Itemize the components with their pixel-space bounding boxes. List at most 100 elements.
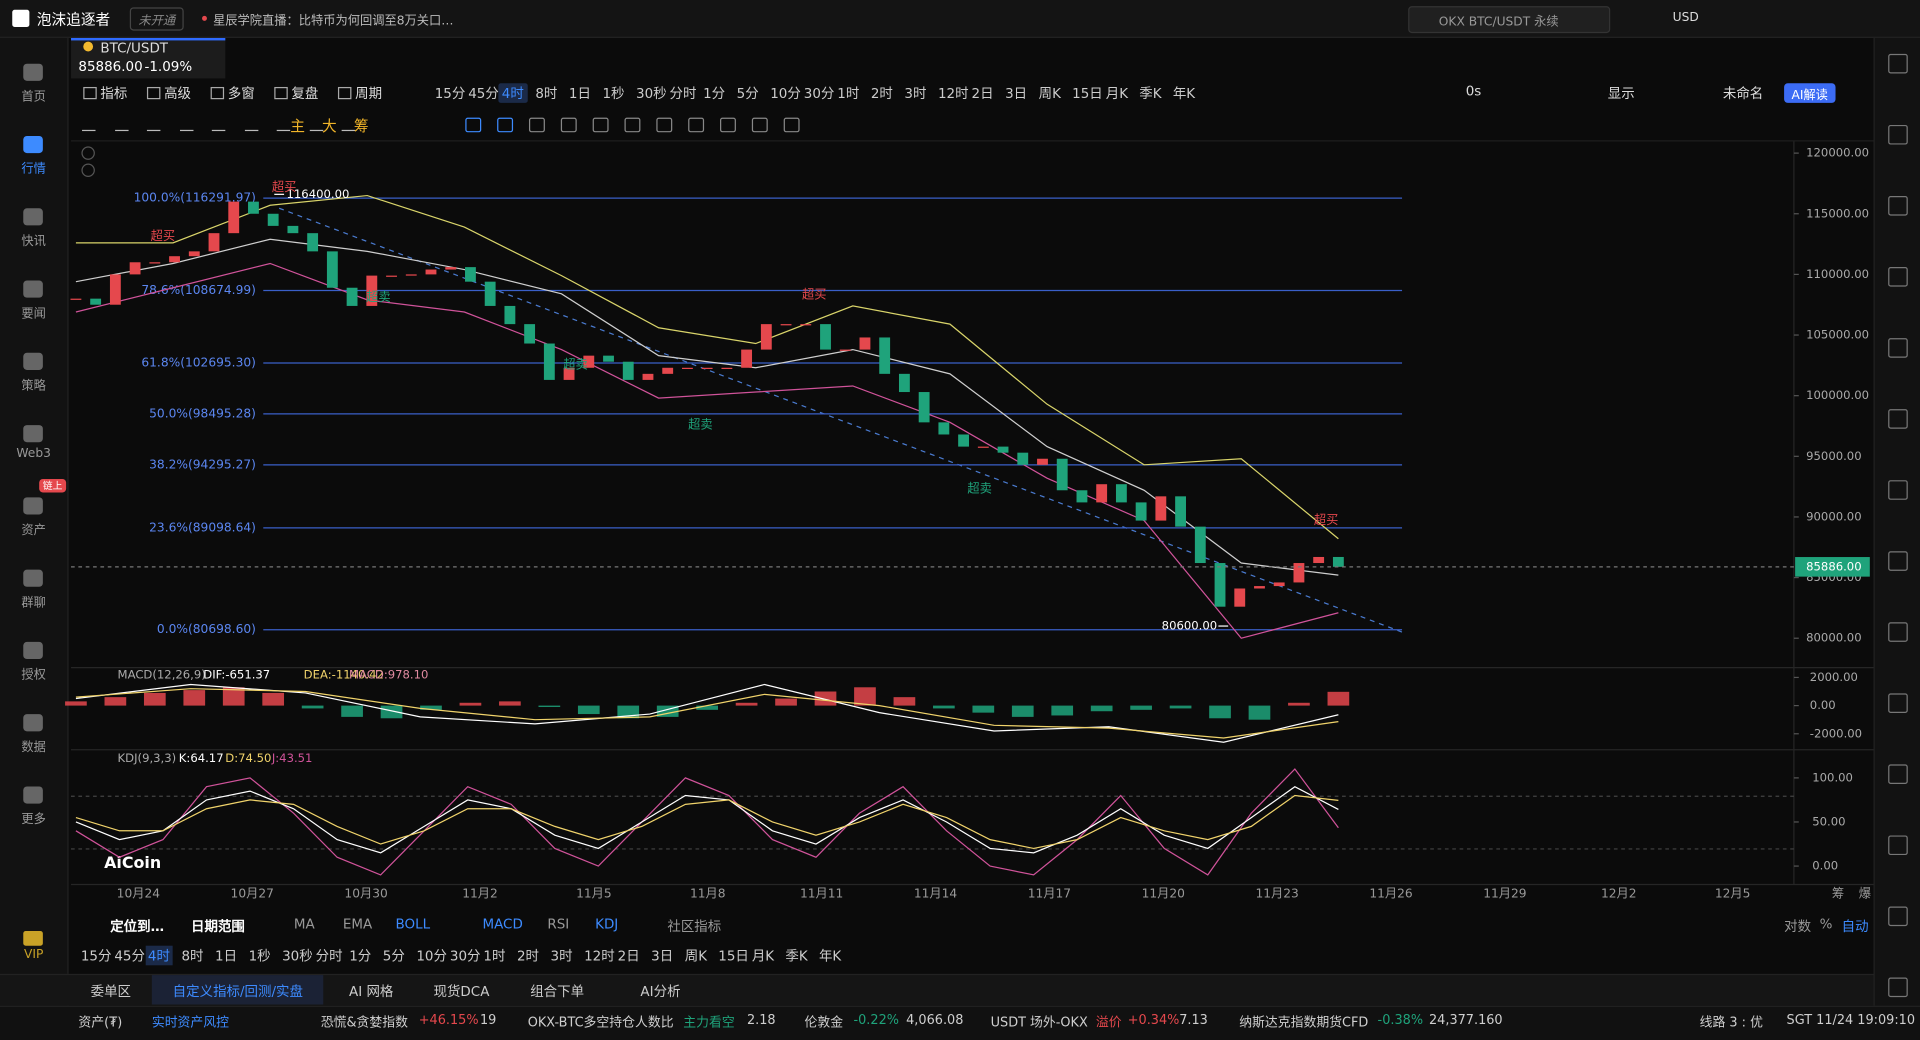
period[interactable]: 1分 [347,946,374,966]
draw-tool[interactable] [277,118,290,131]
period[interactable]: 3时 [901,83,930,103]
bottom-tab[interactable]: 委单区 [91,981,131,1001]
sidebar-label[interactable]: 首页 [0,86,67,104]
period[interactable]: 周K [682,946,709,966]
period[interactable]: 1日 [213,946,240,966]
period[interactable]: 周K [1035,83,1065,103]
indicator-item[interactable]: 社区指标 [667,916,721,936]
period[interactable]: 月K [749,946,776,966]
period[interactable]: 30分 [447,946,483,966]
bottom-tab[interactable]: AI 网格 [349,981,393,1001]
indicator-item[interactable]: MA [294,916,315,932]
draw-tool[interactable] [114,118,127,131]
period[interactable]: 分时 [666,83,700,103]
period[interactable]: 季K [783,946,810,966]
period[interactable]: 1秒 [599,83,628,103]
toolbar-item[interactable]: 多窗 [228,83,255,103]
period[interactable]: 1时 [481,946,508,966]
draw-tag[interactable]: 大 [322,115,337,136]
draw-tool[interactable] [147,118,160,131]
draw-tool[interactable] [529,118,545,133]
period[interactable]: 8时 [532,83,561,103]
sidebar-icon[interactable] [23,136,43,153]
toolbar-item[interactable]: 指标 [100,83,127,103]
draw-tool[interactable] [561,118,577,133]
sidebar-icon[interactable] [23,642,43,659]
sidebar-label[interactable]: 群聊 [0,592,67,610]
right-icon[interactable] [1888,978,1908,998]
indicator-item[interactable]: 日期范围 [191,916,245,936]
bottom-tab[interactable]: AI分析 [640,981,680,1001]
right-icon[interactable] [1888,338,1908,358]
indicator-item[interactable]: 定位到… [110,916,164,936]
period[interactable]: 1日 [565,83,594,103]
sidebar-label[interactable]: 快讯 [0,230,67,248]
period[interactable]: 15日 [1068,83,1106,103]
sidebar-label[interactable]: 策略 [0,375,67,393]
indicator-right[interactable]: % [1820,916,1833,932]
sidebar-icon[interactable] [23,425,43,442]
draw-tool[interactable] [179,118,192,131]
right-icon[interactable] [1888,764,1908,784]
indicator-item[interactable]: EMA [343,916,372,932]
right-icon[interactable] [1888,196,1908,216]
sidebar-label[interactable]: Web3 [0,447,67,460]
collapse-icon[interactable] [82,147,94,159]
draw-tool[interactable] [497,118,513,133]
right-icon[interactable] [1888,907,1908,927]
draw-tool[interactable] [688,118,704,133]
toolbar-icon[interactable] [274,87,287,99]
period[interactable]: 4时 [498,83,527,103]
period[interactable]: 15日 [716,946,752,966]
draw-tool[interactable] [244,118,257,131]
bottom-tab[interactable]: 自定义指标/回测/实盘 [173,981,303,1001]
bottom-tab[interactable]: 现货DCA [433,981,489,1001]
draw-tool[interactable] [752,118,768,133]
sidebar-icon[interactable] [23,64,43,81]
collapse-icon[interactable] [82,164,94,176]
status-item[interactable]: 实时资产风控 [152,1013,229,1031]
draw-tool[interactable] [784,118,800,133]
toolbar-item[interactable]: 高级 [164,83,191,103]
right-icon[interactable] [1888,693,1908,713]
period[interactable]: 3日 [1001,83,1030,103]
period[interactable]: 5分 [733,83,762,103]
toolbar-right[interactable]: 0s [1466,83,1482,99]
period[interactable]: 月K [1102,83,1132,103]
right-icon[interactable] [1888,267,1908,287]
draw-tool[interactable] [309,118,322,131]
right-icon[interactable] [1888,551,1908,571]
indicator-item[interactable]: MACD [482,916,522,932]
indicator-item[interactable]: BOLL [396,916,431,932]
right-icon[interactable] [1888,480,1908,500]
period[interactable]: 3时 [548,946,575,966]
right-icon[interactable] [1888,125,1908,145]
draw-tool[interactable] [656,118,672,133]
indicator-item[interactable]: RSI [547,916,569,932]
period[interactable]: 年K [1169,83,1199,103]
sidebar-label[interactable]: 数据 [0,736,67,754]
period[interactable]: 5分 [380,946,407,966]
vip-icon[interactable] [23,931,43,946]
period[interactable]: 2日 [968,83,997,103]
sidebar-label[interactable]: 资产 [0,519,67,537]
draw-tool[interactable] [212,118,225,131]
period[interactable]: 1秒 [246,946,273,966]
sidebar-icon[interactable] [23,786,43,803]
period[interactable]: 12时 [582,946,618,966]
draw-tool[interactable] [624,118,640,133]
bottom-tab[interactable]: 组合下单 [530,981,584,1001]
period[interactable]: 2日 [615,946,642,966]
sidebar-icon[interactable] [23,208,43,225]
period[interactable]: 45分 [465,83,503,103]
sidebar-icon[interactable] [23,281,43,298]
period[interactable]: 8时 [179,946,206,966]
draw-tool[interactable] [465,118,481,133]
sidebar-label[interactable]: 行情 [0,158,67,176]
draw-tool[interactable] [82,118,95,131]
period[interactable]: 1时 [834,83,863,103]
draw-tag[interactable]: 筹 [354,115,369,136]
period[interactable]: 30分 [800,83,838,103]
draw-tool[interactable] [720,118,736,133]
right-icon[interactable] [1888,622,1908,642]
